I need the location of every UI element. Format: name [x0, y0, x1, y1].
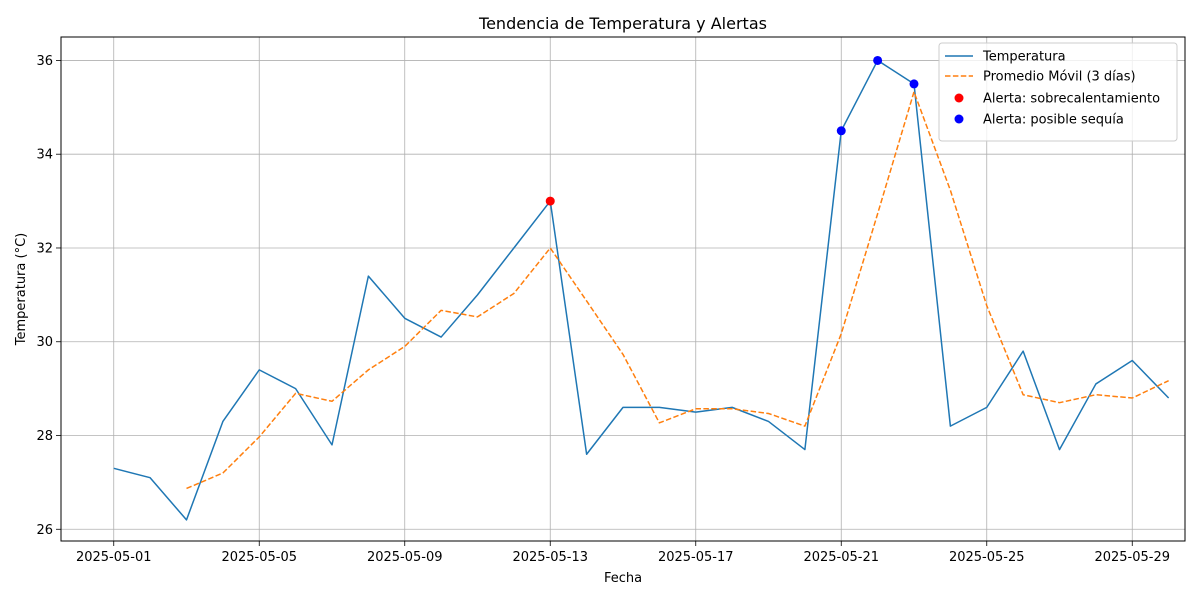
x-axis-ticks: 2025-05-01 2025-05-05 2025-05-09 2025-05-13… [76, 541, 1170, 565]
drought-alert-point [873, 55, 883, 65]
y-axis-label: Temperatura (°C) [14, 233, 29, 346]
legend-overheating-label: Alerta: sobrecalentamiento [983, 92, 1160, 107]
y-axis-ticks: 26 28 30 32 34 36 [36, 54, 61, 538]
x-tick-label: 2025-05-17 [658, 550, 734, 565]
drought-alert-point [836, 126, 846, 136]
y-tick-label: 26 [36, 523, 53, 538]
y-tick-label: 34 [36, 148, 53, 163]
y-tick-label: 28 [36, 429, 53, 444]
x-tick-label: 2025-05-01 [76, 550, 152, 565]
x-tick-label: 2025-05-25 [949, 550, 1025, 565]
temperature-line [113, 59, 1170, 521]
alert-markers [545, 55, 919, 206]
legend-temperature-label: Temperatura [982, 50, 1066, 65]
x-tick-label: 2025-05-13 [512, 550, 588, 565]
moving-average-line [186, 91, 1169, 490]
legend-box [938, 42, 1178, 142]
x-tick-label: 2025-05-09 [367, 550, 443, 565]
series-layer [113, 59, 1170, 521]
legend-drought-swatch [954, 114, 964, 124]
overheating-alert-point [545, 196, 555, 206]
y-tick-label: 36 [36, 54, 53, 69]
x-tick-label: 2025-05-21 [803, 550, 879, 565]
plot-frame [60, 36, 1186, 542]
legend-moving-average-label: Promedio Móvil (3 días) [983, 70, 1136, 85]
chart-title: Tendencia de Temperatura y Alertas [478, 14, 767, 33]
legend-drought-label: Alerta: posible sequía [983, 113, 1124, 128]
x-tick-label: 2025-05-05 [221, 550, 297, 565]
y-tick-label: 30 [36, 335, 53, 350]
drought-alert-point [909, 79, 919, 89]
legend: Temperatura Promedio Móvil (3 días) Alerta… [938, 42, 1178, 142]
legend-overheating-swatch [954, 93, 964, 103]
y-tick-label: 32 [36, 241, 53, 256]
x-tick-label: 2025-05-29 [1094, 550, 1170, 565]
x-axis-label: Fecha [604, 571, 642, 586]
